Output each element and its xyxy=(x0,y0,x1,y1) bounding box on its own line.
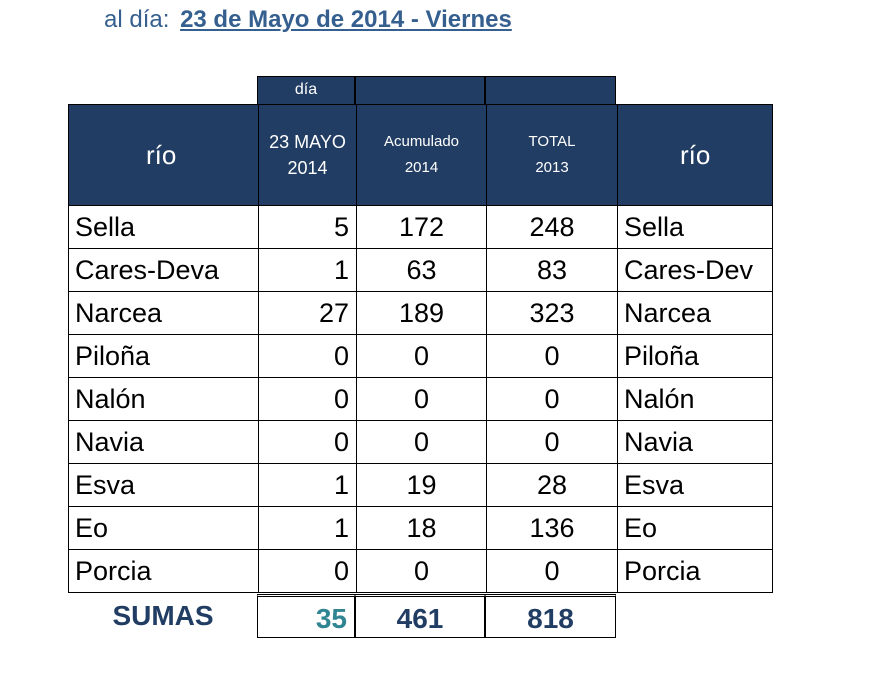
acum-value: 0 xyxy=(356,377,487,421)
sum-day: 35 xyxy=(257,594,355,638)
header-rio-right: río xyxy=(617,104,773,206)
river-name-right: Narcea xyxy=(617,291,773,335)
river-name-right: Sella xyxy=(617,205,773,249)
sums-label: SUMAS xyxy=(112,600,214,631)
day-value: 0 xyxy=(258,420,357,464)
title-prefix: al día: xyxy=(104,6,170,33)
header-acum-line1: Acumulado xyxy=(383,133,460,150)
total-value: 28 xyxy=(486,463,618,507)
total-value: 0 xyxy=(486,549,618,593)
acum-value: 189 xyxy=(356,291,487,335)
acum-value: 172 xyxy=(356,205,487,249)
sum-total: 818 xyxy=(485,594,616,638)
header-day-line1: 23 MAYO xyxy=(269,132,346,152)
river-name: Narcea xyxy=(68,291,259,335)
river-name: Navia xyxy=(68,420,259,464)
river-name-right: Eo xyxy=(617,506,773,550)
day-value: 0 xyxy=(258,334,357,378)
table-row: Nalón 0 0 0 Nalón xyxy=(68,377,773,421)
header-total-line2: 2013 xyxy=(535,159,569,176)
title-date: 23 de Mayo de 2014 - Viernes xyxy=(180,6,512,33)
day-value: 1 xyxy=(258,506,357,550)
day-value: 1 xyxy=(258,248,357,292)
header-rio: río xyxy=(68,104,259,206)
acum-value: 18 xyxy=(356,506,487,550)
table-row: Sella 5 172 248 Sella xyxy=(68,205,773,249)
header-day: 23 MAYO 2014 xyxy=(258,104,357,206)
total-value: 323 xyxy=(486,291,618,335)
table-row: Porcia 0 0 0 Porcia xyxy=(68,549,773,593)
header-day-line2: 2014 xyxy=(287,158,328,178)
day-value: 5 xyxy=(258,205,357,249)
total-value: 0 xyxy=(486,420,618,464)
river-name-right: Porcia xyxy=(617,549,773,593)
acum-value: 0 xyxy=(356,549,487,593)
river-name: Sella xyxy=(68,205,259,249)
total-value: 136 xyxy=(486,506,618,550)
header-acum-line2: 2014 xyxy=(404,159,439,176)
river-name-right: Cares-Dev xyxy=(617,248,773,292)
acum-value: 0 xyxy=(356,334,487,378)
sum-acumulado: 461 xyxy=(355,594,485,638)
day-value: 27 xyxy=(258,291,357,335)
day-value: 0 xyxy=(258,377,357,421)
acum-top-header xyxy=(355,76,485,104)
river-name: Cares-Deva xyxy=(68,248,259,292)
page-title: al día: 23 de Mayo de 2014 - Viernes xyxy=(104,6,512,34)
river-name-right: Piloña xyxy=(617,334,773,378)
day-value: 1 xyxy=(258,463,357,507)
table-row: Narcea 27 189 323 Narcea xyxy=(68,291,773,335)
total-value: 0 xyxy=(486,377,618,421)
header-acumulado: Acumulado 2014 xyxy=(356,104,487,206)
total-value: 83 xyxy=(486,248,618,292)
table-row: Cares-Deva 1 63 83 Cares-Dev xyxy=(68,248,773,292)
total-top-header xyxy=(485,76,616,104)
river-name-right: Navia xyxy=(617,420,773,464)
river-name: Nalón xyxy=(68,377,259,421)
table-header-row: río 23 MAYO 2014 Acumulado 2014 TOTAL 20… xyxy=(68,104,773,206)
table-row: Piloña 0 0 0 Piloña xyxy=(68,334,773,378)
day-value: 0 xyxy=(258,549,357,593)
total-value: 0 xyxy=(486,334,618,378)
river-name-right: Esva xyxy=(617,463,773,507)
acum-value: 19 xyxy=(356,463,487,507)
table-row: Eo 1 18 136 Eo xyxy=(68,506,773,550)
river-name: Esva xyxy=(68,463,259,507)
river-name: Piloña xyxy=(68,334,259,378)
river-name-right: Nalón xyxy=(617,377,773,421)
header-total-line1: TOTAL xyxy=(528,133,576,150)
day-top-header: día xyxy=(257,76,355,104)
acum-value: 63 xyxy=(356,248,487,292)
header-total: TOTAL 2013 xyxy=(486,104,618,206)
river-name: Porcia xyxy=(68,549,259,593)
table-row: Esva 1 19 28 Esva xyxy=(68,463,773,507)
data-table: río 23 MAYO 2014 Acumulado 2014 TOTAL 20… xyxy=(68,104,773,593)
total-value: 248 xyxy=(486,205,618,249)
table-row: Navia 0 0 0 Navia xyxy=(68,420,773,464)
river-name: Eo xyxy=(68,506,259,550)
acum-value: 0 xyxy=(356,420,487,464)
